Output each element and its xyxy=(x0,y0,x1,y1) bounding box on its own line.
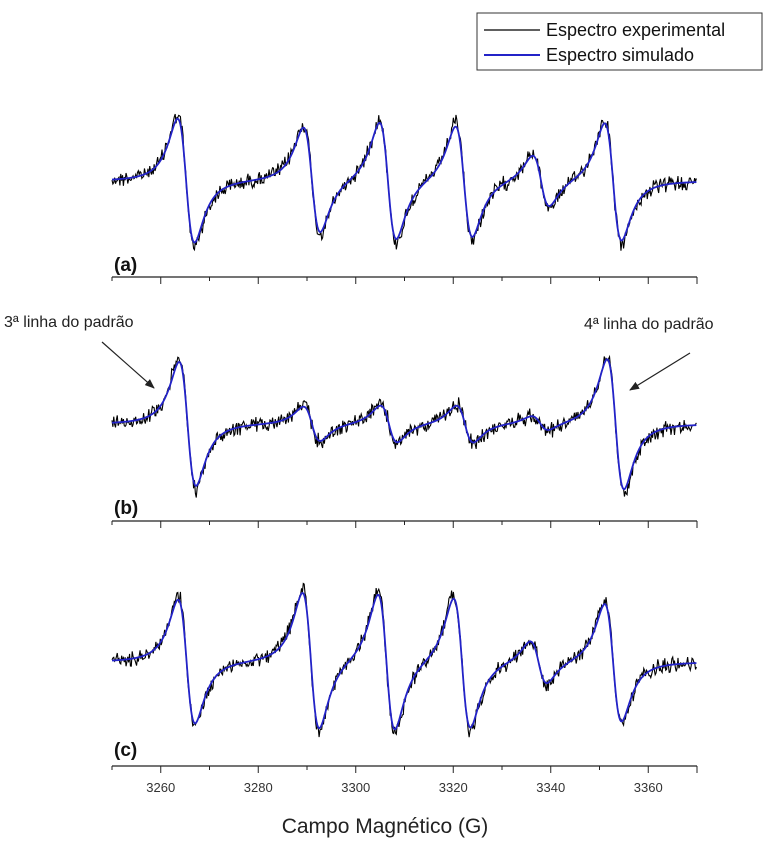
annotation-left-text: 3ª linha do padrão xyxy=(4,314,134,331)
annotation-right-arrow xyxy=(629,352,691,391)
experimental-spectrum-line xyxy=(111,354,697,498)
annotation-left: 3ª linha do padrão xyxy=(4,314,155,389)
simulated-spectrum-line xyxy=(111,358,697,491)
simulated-spectrum-line xyxy=(111,117,697,244)
x-tick-label: 3280 xyxy=(244,780,273,795)
legend-label-experimental: Espectro experimental xyxy=(546,20,725,40)
panel-tag-c: (c) xyxy=(114,740,137,761)
panel-b xyxy=(111,354,698,528)
annotation-right: 4ª linha do padrão xyxy=(584,316,714,391)
x-tick-label: 3340 xyxy=(536,780,565,795)
legend-box xyxy=(476,12,763,71)
panel-a xyxy=(111,113,698,284)
simulated-spectrum-line xyxy=(111,591,697,731)
x-tick-label: 3300 xyxy=(341,780,370,795)
annotation-right-text: 4ª linha do padrão xyxy=(584,316,714,333)
panel-c: 3260 3280 3300 3320 3340 3360 xyxy=(111,582,698,795)
x-tick-label: 3260 xyxy=(146,780,175,795)
x-axis-title: Campo Magnético (G) xyxy=(282,815,489,838)
panel-tag-b: (b) xyxy=(114,498,138,519)
annotation-left-arrow xyxy=(101,341,155,389)
panel-tag-a: (a) xyxy=(114,255,137,276)
legend-label-simulated: Espectro simulado xyxy=(546,45,694,65)
panels-layer: 3260 3280 3300 3320 3340 3360 xyxy=(111,113,698,795)
legend: Espectro experimental Espectro simulado xyxy=(476,12,763,71)
x-tick-label: 3320 xyxy=(439,780,468,795)
x-tick-label: 3360 xyxy=(634,780,663,795)
